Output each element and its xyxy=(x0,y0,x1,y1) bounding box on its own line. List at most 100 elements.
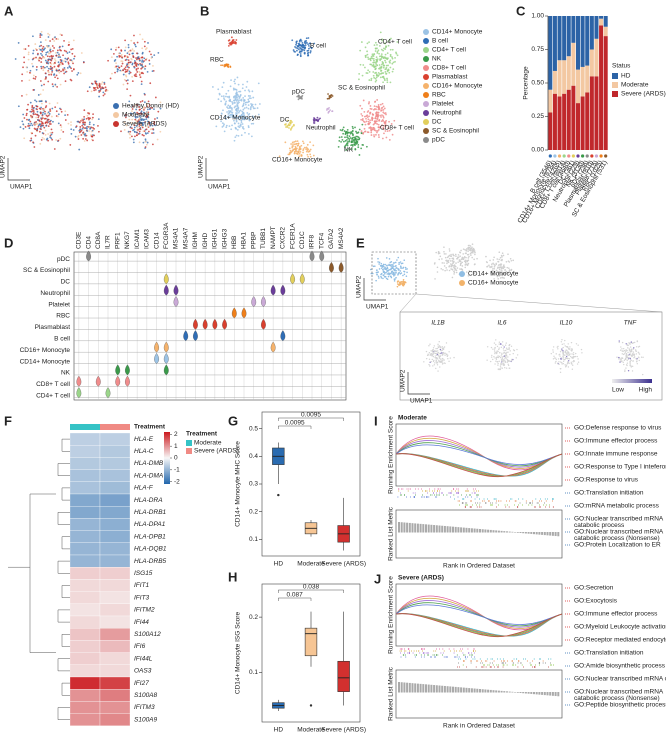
rank-bar xyxy=(412,683,414,692)
umap-dot xyxy=(438,251,440,253)
umap-dot xyxy=(127,52,129,54)
umap-dot xyxy=(133,129,135,131)
umap-dot xyxy=(622,353,623,354)
umap-dot xyxy=(57,116,59,118)
umap-dot xyxy=(462,253,464,255)
umap-dot xyxy=(145,141,147,143)
umap-dot xyxy=(59,56,61,58)
umap-dot xyxy=(566,353,567,354)
umap-dot xyxy=(394,57,396,59)
umap-dot xyxy=(445,253,447,255)
umap-dot xyxy=(492,268,494,270)
umap-dot xyxy=(120,49,122,51)
umap-dot xyxy=(381,49,383,51)
column-strip xyxy=(70,424,100,430)
umap-dot xyxy=(304,147,306,149)
umap-dot xyxy=(69,51,71,53)
legend-dot xyxy=(423,56,429,62)
umap-dot xyxy=(92,113,94,115)
umap-dot xyxy=(51,108,53,110)
umap-dot xyxy=(111,56,113,58)
umap-dot xyxy=(497,364,498,365)
legend-label: CD14+ Monocyte xyxy=(432,29,483,36)
umap-dot xyxy=(493,257,495,259)
umap-dot xyxy=(291,39,293,41)
umap-dot xyxy=(53,63,55,65)
umap-dot xyxy=(498,343,499,344)
rank-bar xyxy=(406,683,408,693)
umap-dot xyxy=(93,124,95,126)
umap-dot xyxy=(394,61,396,63)
umap-dot xyxy=(234,136,236,138)
umap-dot xyxy=(493,356,494,357)
umap-dot xyxy=(104,93,106,95)
umap-dot xyxy=(145,146,147,148)
umap-dot xyxy=(47,81,49,83)
umap-dot xyxy=(40,41,42,43)
row-label: OAS3 xyxy=(134,668,152,675)
umap-dot xyxy=(351,137,353,139)
umap-dot xyxy=(47,122,49,124)
umap-dot xyxy=(290,123,292,125)
umap-dot xyxy=(47,71,49,73)
umap-dot xyxy=(373,109,375,111)
umap-dot xyxy=(330,96,332,98)
umap-dot xyxy=(365,130,367,132)
heat-cell xyxy=(70,677,100,689)
umap-dot xyxy=(384,273,386,275)
umap-dot xyxy=(21,95,23,97)
bar-segment xyxy=(585,16,589,66)
term-label: GO:Defense response to virus xyxy=(574,425,662,432)
umap-dot xyxy=(51,128,53,130)
umap-dot xyxy=(429,365,430,366)
umap-dot xyxy=(562,350,563,351)
legend-swatch xyxy=(612,91,618,97)
umap-dot xyxy=(435,355,436,356)
umap-dot xyxy=(501,259,503,261)
umap-dot xyxy=(121,54,123,56)
umap-dot xyxy=(142,100,144,102)
gene-title: IL1B xyxy=(431,320,445,327)
umap-dot xyxy=(367,69,369,71)
umap-dot xyxy=(26,109,28,111)
umap-dot xyxy=(437,362,438,363)
legend-label: CD14+ Monocyte xyxy=(468,271,519,278)
rank-bar xyxy=(514,532,516,533)
umap-dot xyxy=(449,248,451,250)
violin xyxy=(86,251,90,261)
heat-cell xyxy=(100,506,130,518)
umap-dot xyxy=(577,344,578,345)
umap-dot xyxy=(302,140,304,142)
umap-dot xyxy=(628,370,629,371)
rank-bar xyxy=(452,687,454,693)
umap-dot xyxy=(472,251,474,253)
umap-dot xyxy=(489,266,491,268)
umap-dot xyxy=(84,140,86,142)
umap-dot xyxy=(145,59,147,61)
umap-dot xyxy=(126,65,128,67)
bar-segment xyxy=(581,16,585,67)
umap-dot xyxy=(64,50,66,52)
umap-dot xyxy=(472,250,474,252)
rank-bar xyxy=(430,685,432,693)
umap-dot xyxy=(23,137,25,139)
umap-dot xyxy=(376,132,378,134)
umap-dot xyxy=(373,66,375,68)
umap-dot xyxy=(437,352,438,353)
umap-dot xyxy=(390,67,392,69)
umap-dot xyxy=(302,152,304,154)
umap-dot xyxy=(368,101,370,103)
umap-dot xyxy=(49,56,51,58)
umap-dot xyxy=(116,47,118,49)
rank-bar xyxy=(457,687,459,692)
umap-dot xyxy=(88,119,90,121)
umap-dot xyxy=(577,363,578,364)
umap-dot xyxy=(60,70,62,72)
umap-dot xyxy=(303,142,305,144)
umap-dot xyxy=(358,136,360,138)
umap-dot xyxy=(51,69,53,71)
umap-dot xyxy=(230,79,232,81)
umap-dot xyxy=(48,115,50,117)
legend-label: pDC xyxy=(432,137,445,144)
umap-dot xyxy=(459,260,461,262)
